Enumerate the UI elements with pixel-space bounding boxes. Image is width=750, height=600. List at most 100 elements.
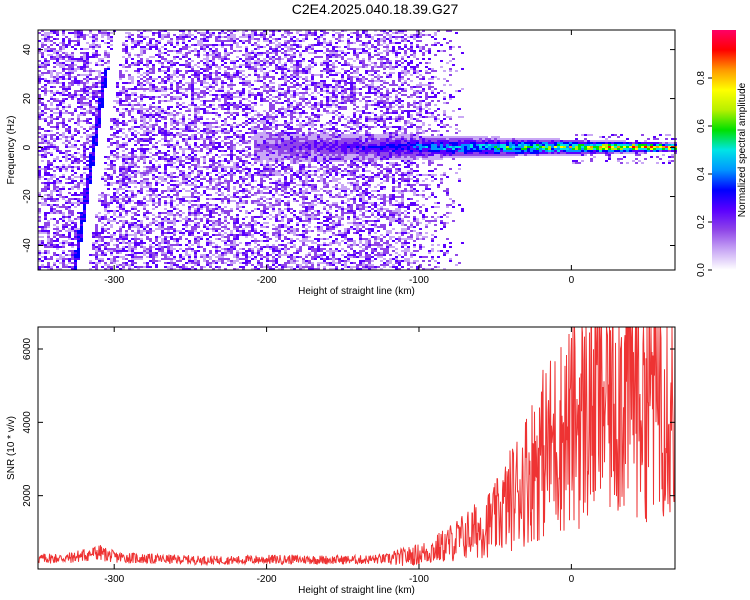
heatmap-cell (116, 266, 119, 268)
heatmap-cell (65, 90, 68, 92)
heatmap-cell (218, 88, 221, 90)
heatmap-cell (50, 152, 53, 154)
heatmap-cell (170, 120, 173, 122)
heatmap-cell (236, 182, 239, 184)
heatmap-cell (101, 176, 104, 178)
heatmap-cell (101, 226, 104, 228)
heatmap-cell (176, 36, 179, 38)
heatmap-cell (236, 204, 239, 206)
heatmap-cell (197, 212, 200, 214)
heatmap-cell (86, 182, 89, 184)
heatmap-cell (215, 174, 218, 176)
heatmap-cell (80, 194, 83, 196)
heatmap-cell (215, 122, 218, 124)
heatmap-cell (131, 76, 134, 78)
heatmap-cell (128, 174, 131, 176)
heatmap-cell (137, 88, 140, 90)
heatmap-cell (128, 98, 131, 100)
heatmap-cell (56, 126, 59, 128)
heatmap-cell (209, 74, 212, 76)
heatmap-cell (116, 248, 119, 250)
heatmap-cell (83, 168, 86, 170)
heatmap-cell (251, 230, 254, 232)
heatmap-cell (83, 172, 86, 174)
heatmap-cell (224, 92, 227, 94)
heatmap-cell (251, 180, 254, 182)
heatmap-cell (71, 262, 74, 264)
heatmap-cell (188, 88, 191, 90)
heatmap-cell (110, 38, 113, 40)
heatmap-cell (182, 256, 185, 258)
heatmap-cell (260, 226, 263, 228)
heatmap-cell (254, 34, 257, 36)
heatmap-cell (38, 254, 41, 256)
heatmap-cell (200, 174, 203, 176)
heatmap-cell (191, 170, 194, 172)
heatmap-cell (257, 202, 260, 204)
heatmap-cell (107, 232, 110, 234)
heatmap-cell (191, 150, 194, 152)
heatmap-cell (71, 76, 74, 78)
heatmap-cell (248, 40, 251, 42)
heatmap-cell (95, 56, 98, 58)
heatmap-cell (173, 56, 176, 58)
heatmap-cell (140, 200, 143, 202)
heatmap-cell (50, 50, 53, 52)
heatmap-cell (149, 244, 152, 246)
heatmap-cell (266, 114, 269, 116)
heatmap-cell (104, 204, 107, 206)
heatmap-cell (206, 78, 209, 80)
heatmap-cell (176, 44, 179, 46)
heatmap-cell (83, 86, 86, 88)
heatmap-cell (110, 174, 113, 176)
heatmap-cell (251, 210, 254, 212)
heatmap-cell (251, 68, 254, 70)
heatmap-cell (74, 176, 77, 178)
heatmap-cell (257, 172, 260, 174)
heatmap-cell (116, 238, 119, 240)
heatmap-cell (47, 166, 50, 168)
heatmap-cell (110, 198, 113, 200)
heatmap-cell (152, 124, 155, 126)
heatmap-cell (242, 150, 245, 152)
heatmap-cell (263, 36, 266, 38)
heatmap-cell (260, 190, 263, 192)
heatmap-cell (74, 58, 77, 60)
heatmap-cell (50, 244, 53, 246)
heatmap-cell (248, 146, 251, 148)
heatmap-cell (254, 62, 257, 64)
heatmap-cell (77, 182, 80, 184)
heatmap-cell (188, 144, 191, 146)
heatmap-cell (233, 244, 236, 246)
heatmap-cell (191, 128, 194, 130)
heatmap-cell (155, 88, 158, 90)
heatmap-cell (245, 48, 248, 50)
heatmap-cell (152, 168, 155, 170)
heatmap-cell (107, 206, 110, 208)
heatmap-cell (53, 118, 56, 120)
heatmap-cell (266, 202, 269, 204)
heatmap-cell (200, 230, 203, 232)
heatmap-cell (134, 118, 137, 120)
heatmap-cell (182, 212, 185, 214)
heatmap-cell (167, 248, 170, 250)
heatmap-cell (77, 258, 80, 260)
heatmap-cell (251, 176, 254, 178)
heatmap-cell (149, 124, 152, 126)
heatmap-cell (98, 234, 101, 236)
heatmap-cell (74, 92, 77, 94)
heatmap-cell (200, 104, 203, 106)
heatmap-cell (257, 116, 260, 118)
heatmap-cell (158, 182, 161, 184)
heatmap-cell (65, 206, 68, 208)
heatmap-cell (101, 244, 104, 246)
heatmap-cell (212, 140, 215, 142)
heatmap-cell (176, 140, 179, 142)
heatmap-cell (53, 52, 56, 54)
heatmap-cell (221, 176, 224, 178)
heatmap-cell (95, 62, 98, 64)
heatmap-cell (152, 106, 155, 108)
heatmap-cell (266, 140, 269, 142)
heatmap-cell (218, 114, 221, 116)
heatmap-cell (215, 162, 218, 164)
